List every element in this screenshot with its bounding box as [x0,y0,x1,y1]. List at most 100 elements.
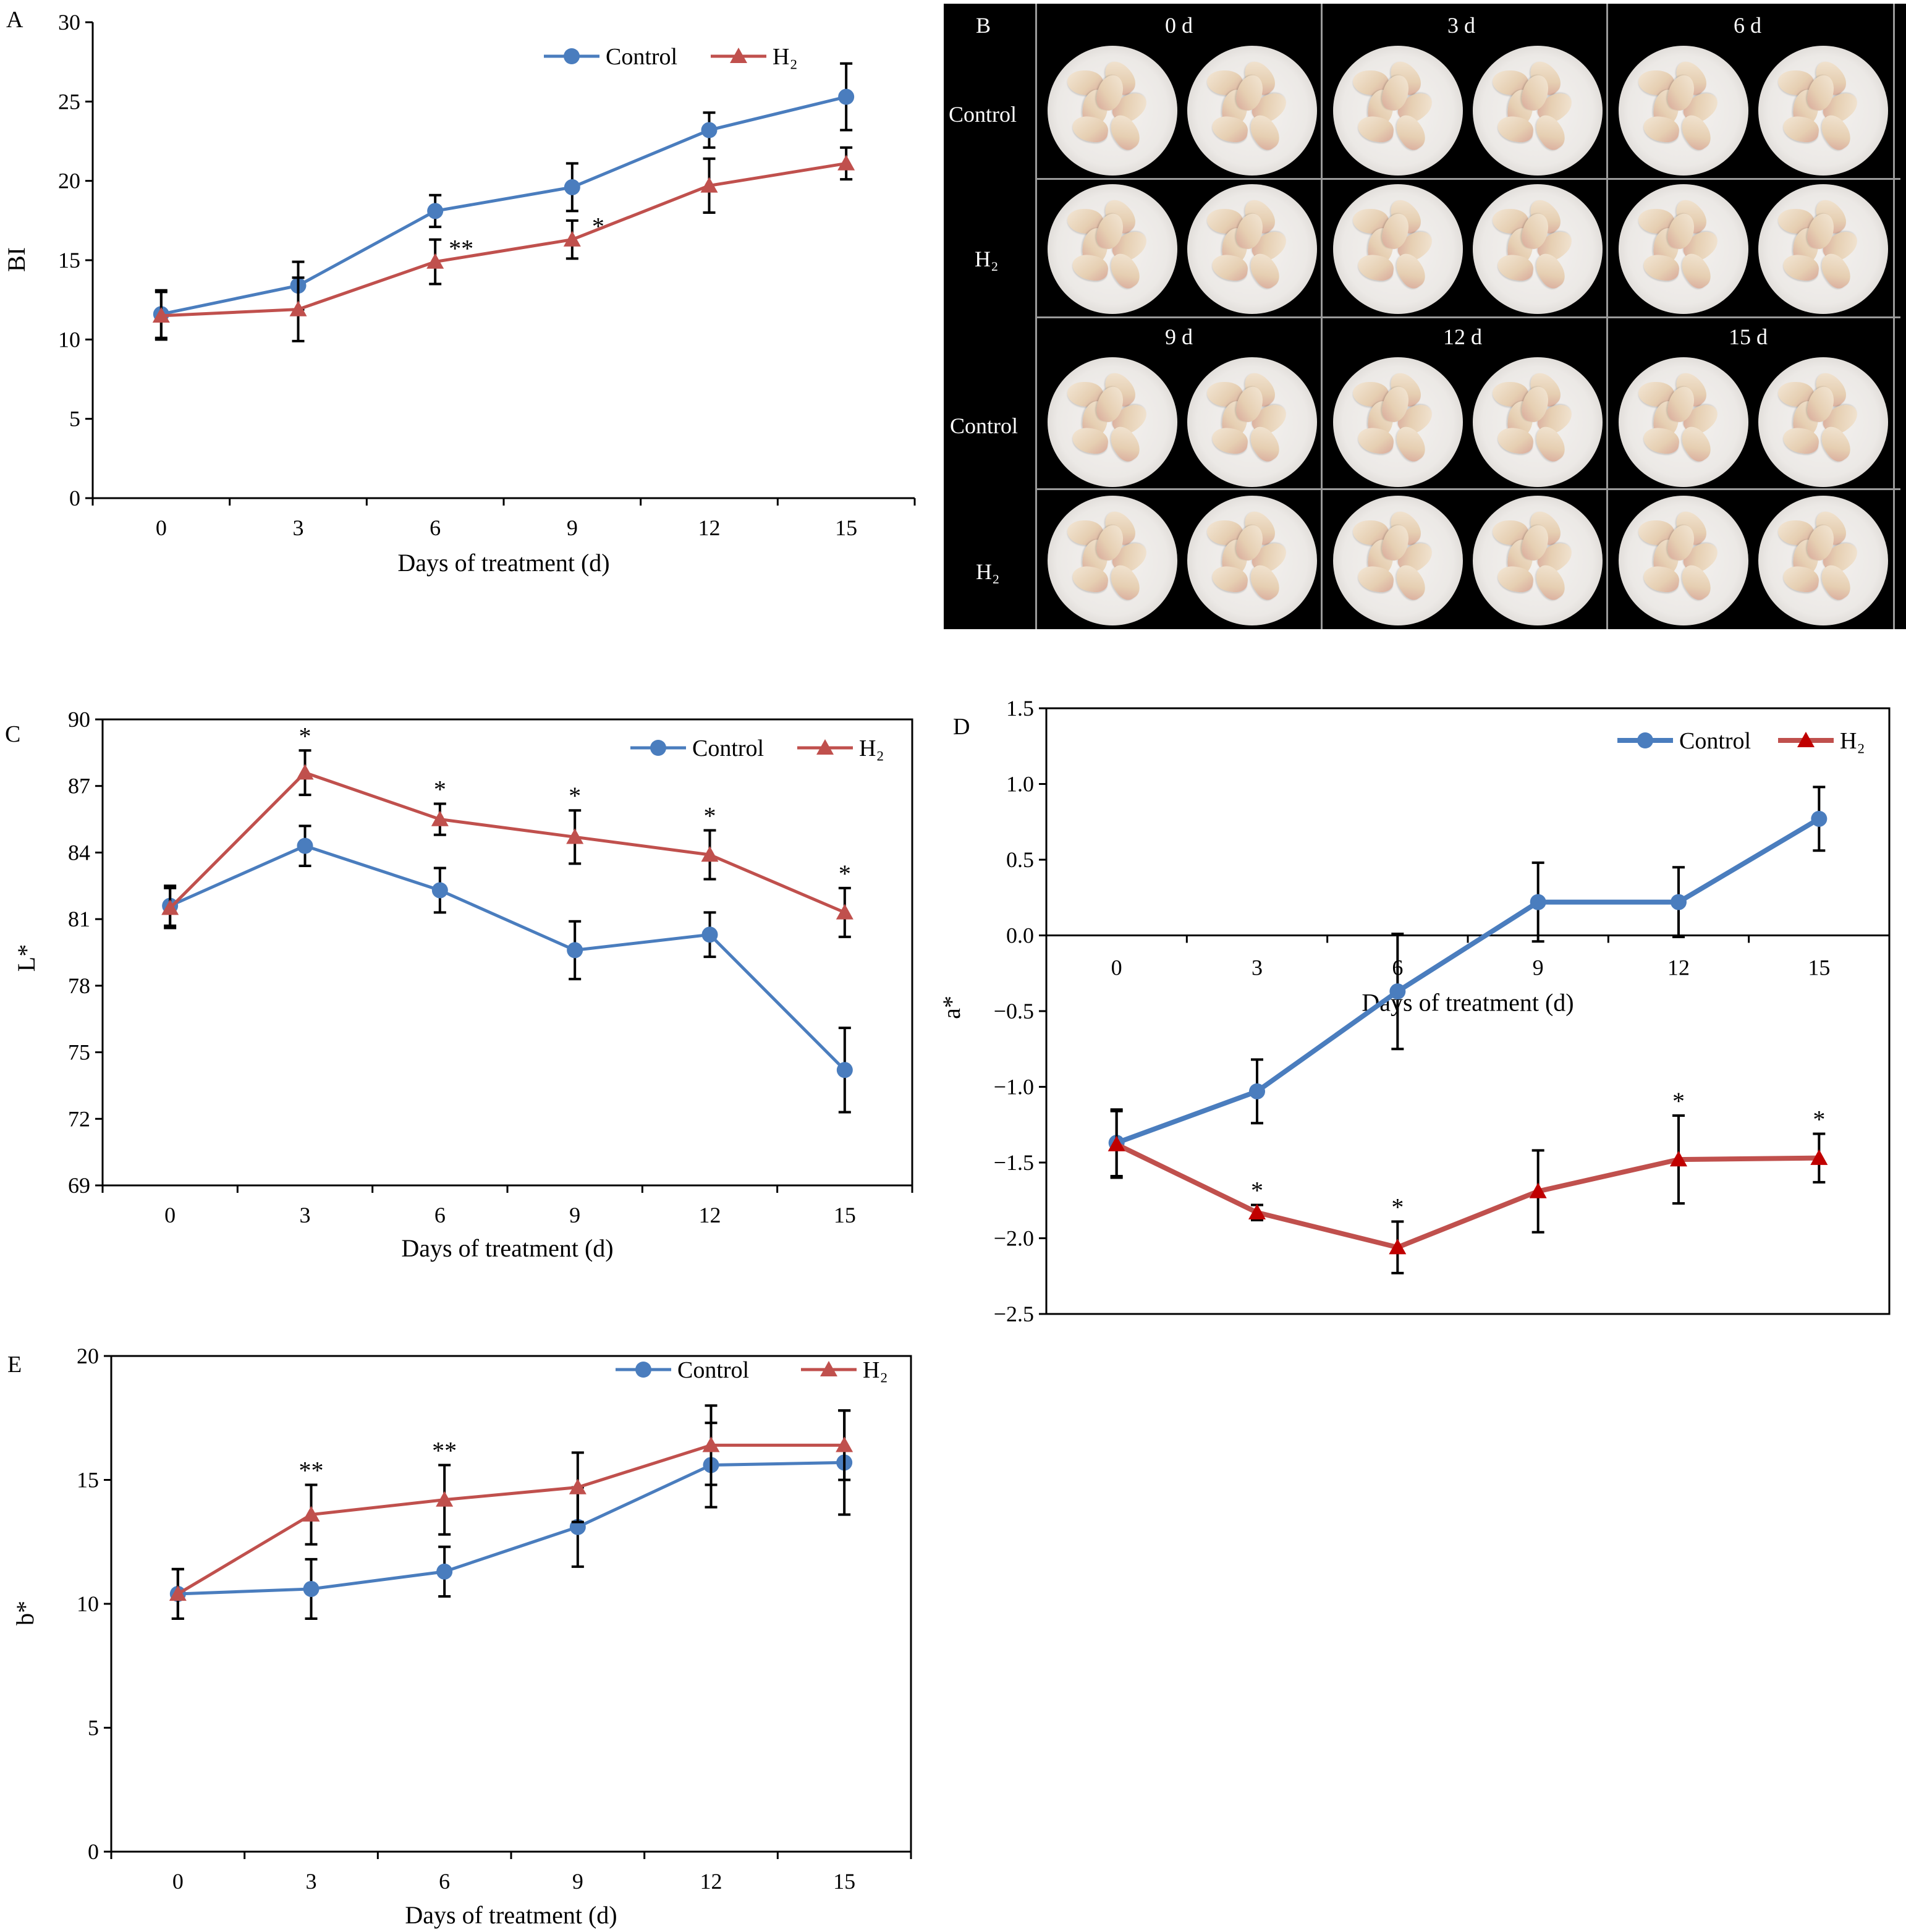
data-point-h2 [563,231,581,247]
legend: Control H₂ [1617,728,1865,754]
garlic-clove [1529,560,1571,604]
y-tick-label: 0 [69,486,80,511]
y-axis-title: BI [2,247,30,272]
data-point-control [431,882,448,899]
x-tick-label: 3 [300,1203,311,1227]
petri-dish-photo [1758,496,1888,625]
significance-marker: * [592,213,604,240]
x-tick-label: 15 [1808,955,1830,980]
petri-dish-photo [1048,184,1177,314]
garlic-clove [1529,248,1571,293]
y-tick-label: 1.0 [1006,772,1034,797]
grid-divider [1035,316,1900,318]
petri-dish-photo [1333,184,1463,314]
data-point-control [1530,894,1546,910]
panel-letter: C [5,721,20,747]
garlic-clove [1815,110,1857,155]
data-point-h2 [426,253,444,269]
garlic-clove [1389,248,1431,293]
series-line-control [1116,816,1821,1145]
petri-dish-photo [1758,357,1888,487]
garlic-clove [1104,560,1146,604]
data-point-control [838,88,855,105]
data-point-h2 [1389,1239,1407,1255]
petri-dish-photo [1048,46,1177,176]
legend-marker-h2 [1797,732,1815,747]
significance-marker: * [299,722,311,750]
data-point-control [701,926,718,943]
y-tick-label: 5 [88,1716,99,1740]
x-tick-label: 3 [293,515,304,540]
significance-marker: * [704,802,716,830]
legend: Control H₂ [544,44,798,70]
data-point-h2 [161,899,179,915]
garlic-clove [1815,422,1857,466]
series-line-control [177,1460,845,1596]
data-point-h2 [1529,1182,1547,1198]
petri-dish-photo [1048,357,1177,487]
data-point-h2 [152,307,170,323]
garlic-clove [1675,422,1717,466]
data-point-control [1811,810,1828,827]
data-point-h2 [431,810,449,826]
garlic-clove [1529,422,1571,466]
data-point-h2 [702,1436,720,1452]
data-point-h2 [1108,1135,1125,1151]
y-tick-label: 0.0 [1006,923,1034,948]
legend-label-h2: H₂ [1840,728,1865,754]
day-label-12: 12 d [1443,324,1482,349]
row-label-h2-1: H₂ [975,247,999,271]
series-line-h2 [161,161,847,318]
panel-letter: E [7,1352,22,1378]
data-point-h2 [436,1491,454,1507]
garlic-clove [1675,560,1717,604]
petri-dish-photo [1187,496,1317,625]
data-point-h2 [289,300,307,316]
garlic-clove [1104,248,1146,293]
plot-frame [101,718,913,1187]
data-point-h2 [1810,1149,1828,1165]
data-point-h2 [701,846,719,862]
data-point-control [297,837,313,854]
legend-label-h2: H₂ [773,44,798,70]
significance-marker: * [1813,1105,1825,1133]
significance-marker: * [839,860,851,888]
data-point-h2 [836,1436,853,1452]
y-tick-label: 69 [68,1173,90,1198]
y-axis-title: L* [12,944,40,972]
garlic-clove [1815,248,1857,293]
garlic-clove [1104,110,1146,155]
y-tick-label: −2.0 [994,1226,1034,1251]
significance-marker: ** [449,235,473,263]
y-tick-label: 81 [68,907,90,931]
data-point-control [836,1062,853,1078]
legend: Control H₂ [616,1357,888,1383]
y-axis-title: a* [938,996,965,1019]
data-point-control [1249,1083,1265,1099]
series-line-h2 [1115,1142,1819,1250]
legend: Control H₂ [630,735,884,761]
y-tick-label: 0.5 [1006,847,1034,872]
y-tick-label: 15 [77,1468,99,1493]
data-point-h2 [169,1585,187,1601]
data-point-h2 [566,828,584,844]
data-point-h2 [1670,1151,1687,1167]
series-line-h2 [169,771,845,914]
significance-marker: * [1672,1087,1685,1115]
petri-dish-photo [1187,46,1317,176]
x-axis-title: Days of treatment (d) [401,1234,613,1262]
data-point-control [1671,894,1687,910]
y-tick-label: 20 [77,1344,99,1368]
panel-letter: D [953,714,970,740]
legend-marker-control [635,1362,651,1378]
row-label-h2-2: H₂ [976,559,1000,584]
y-tick-label: 15 [58,248,80,273]
significance-marker: * [1391,1193,1404,1221]
x-tick-label: 15 [835,515,857,540]
petri-dish-photo [1758,184,1888,314]
data-point-control [427,203,444,219]
x-tick-label: 12 [699,1203,721,1227]
y-tick-label: 5 [69,407,80,431]
x-tick-label: 9 [572,1869,583,1894]
x-tick-label: 0 [172,1869,184,1894]
